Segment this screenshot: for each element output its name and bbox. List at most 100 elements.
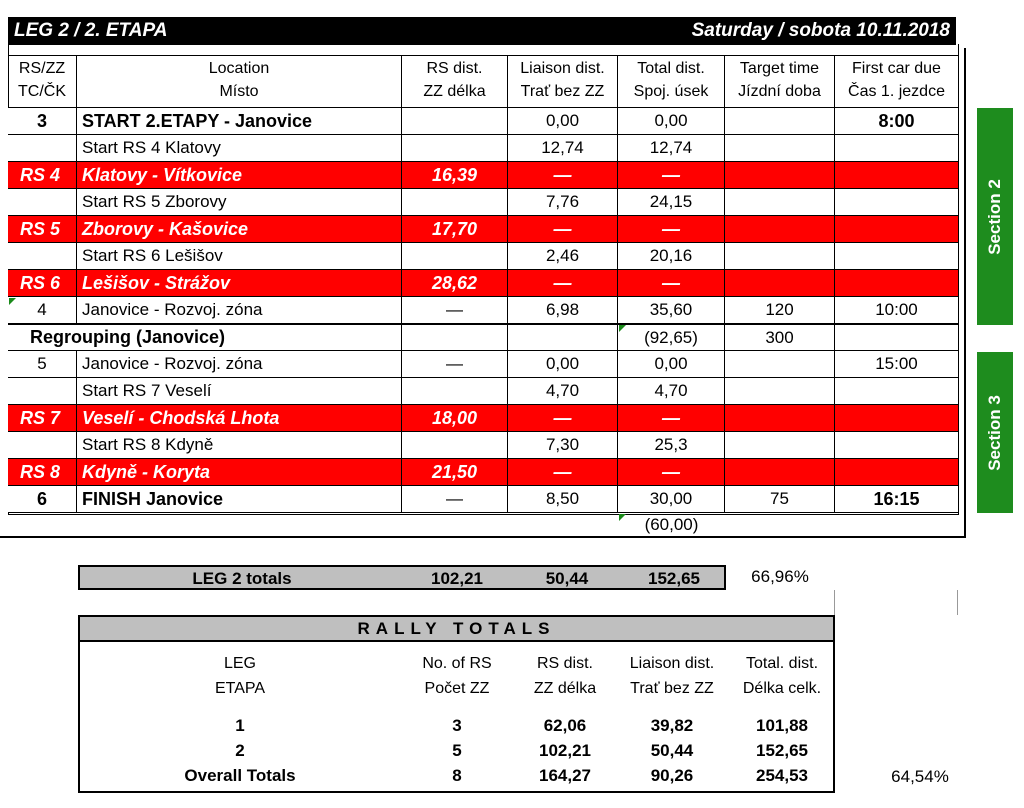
- section-label: Section 2: [985, 178, 1004, 255]
- cell: 16:15: [835, 486, 958, 513]
- cell: 25,3: [618, 432, 725, 459]
- leg-totals-percent: 66,96%: [751, 567, 809, 586]
- cell: 4,70: [508, 378, 618, 405]
- cell: [725, 135, 835, 162]
- header-cell: Location Místo: [77, 55, 402, 108]
- divider: [957, 590, 958, 615]
- header-text: Liaison dist.: [520, 60, 605, 77]
- stage-cell: [725, 459, 835, 486]
- header-text: Target time: [739, 60, 820, 77]
- cell: [725, 432, 835, 459]
- stage-cell: 28,62: [402, 270, 508, 297]
- stage-cell: —: [618, 162, 725, 189]
- rally-column-header: ZZ délka: [533, 680, 597, 697]
- header-cell: RS dist. ZZ délka: [402, 55, 508, 108]
- header-cell: RS/ZZ TC/ČK: [8, 55, 77, 108]
- stage-cell: —: [508, 216, 618, 243]
- cell: 35,60: [618, 297, 725, 324]
- header-text: Total dist.: [637, 60, 705, 77]
- cell: [8, 135, 77, 162]
- cell: 7,30: [508, 432, 618, 459]
- rally-column-header: Total. dist.: [745, 655, 819, 672]
- rally-column-header: No. of RS: [422, 655, 492, 672]
- header-text: Čas 1. jezdce: [848, 83, 945, 100]
- cell: [725, 189, 835, 216]
- cell: 20,16: [618, 243, 725, 270]
- rally-column-header: RS dist.: [536, 655, 593, 672]
- stage-cell: —: [618, 459, 725, 486]
- cell: Regrouping (Janovice): [8, 324, 402, 351]
- cell: 7,76: [508, 189, 618, 216]
- header-text: Spoj. úsek: [633, 83, 709, 100]
- header-text: RS dist.: [426, 60, 483, 77]
- stage-cell: [725, 216, 835, 243]
- cell: 8:00: [835, 108, 958, 135]
- header-cell: Total dist. Spoj. úsek: [618, 55, 725, 108]
- cell: [725, 351, 835, 378]
- cell: [835, 189, 958, 216]
- cell: Start RS 8 Kdyně: [77, 432, 402, 459]
- stage-cell: Lešišov - Strážov: [77, 270, 402, 297]
- header-text: TC/ČK: [18, 83, 66, 100]
- rally-column-header: ETAPA: [214, 680, 266, 697]
- rally-cell: 3: [452, 716, 462, 735]
- cell: Start RS 7 Veselí: [77, 378, 402, 405]
- stage-cell: RS 4: [8, 162, 77, 189]
- rally-cell: 1: [235, 716, 245, 735]
- section-label: Section 3: [985, 394, 1004, 471]
- cell: [8, 432, 77, 459]
- cell: 120: [725, 297, 835, 324]
- stage-cell: 17,70: [402, 216, 508, 243]
- rally-cell: 102,21: [539, 741, 591, 760]
- cell: [835, 135, 958, 162]
- cell: —: [402, 486, 508, 513]
- cell: 30,00: [618, 486, 725, 513]
- leg-totals-value: 102,21: [431, 569, 483, 588]
- cell: 0,00: [618, 351, 725, 378]
- rally-cell: 39,82: [650, 716, 694, 735]
- stage-cell: [835, 270, 958, 297]
- cell: 3: [8, 108, 77, 135]
- cell: 6: [8, 486, 77, 513]
- cell: —: [402, 297, 508, 324]
- rally-cell: 90,26: [650, 766, 694, 785]
- stage-cell: [835, 216, 958, 243]
- rally-cell: 50,44: [650, 741, 694, 760]
- cell: [8, 189, 77, 216]
- cell: [402, 432, 508, 459]
- header-text: ZZ délka: [423, 83, 486, 100]
- date: Saturday / sobota 10.11.2018: [691, 20, 950, 41]
- table-shadow: [0, 48, 966, 538]
- cell: 12,74: [618, 135, 725, 162]
- stage-cell: 18,00: [402, 405, 508, 432]
- stage-cell: —: [508, 162, 618, 189]
- rally-column-header: Trať bez ZZ: [630, 680, 714, 697]
- leg-totals-value: 50,44: [545, 569, 589, 588]
- stage-cell: —: [618, 216, 725, 243]
- cell: 6,98: [508, 297, 618, 324]
- stage-cell: [835, 162, 958, 189]
- cell: 300: [725, 324, 835, 351]
- stage-cell: 16,39: [402, 162, 508, 189]
- rally-cell: 5: [452, 741, 462, 760]
- cell: (92,65): [618, 324, 725, 351]
- cell: [725, 108, 835, 135]
- cell: Start RS 6 Lešišov: [77, 243, 402, 270]
- cell: Janovice - Rozvoj. zóna: [77, 297, 402, 324]
- header-text: First car due: [852, 60, 941, 77]
- cell: —: [402, 351, 508, 378]
- cell: 8,50: [508, 486, 618, 513]
- header-text: Místo: [219, 83, 259, 100]
- leg-totals-bar: LEG 2 totals 102,21 50,44 152,65: [78, 565, 726, 590]
- rally-column-header: Liaison dist.: [629, 655, 715, 672]
- cell: [8, 243, 77, 270]
- rally-totals-title: RALLY TOTALS: [357, 619, 556, 638]
- rally-totals-percent: 64,54%: [891, 767, 949, 786]
- cell: 0,00: [508, 351, 618, 378]
- cell: [8, 378, 77, 405]
- comment-marker: [619, 325, 626, 332]
- cell: 0,00: [508, 108, 618, 135]
- stage-cell: —: [618, 270, 725, 297]
- rally-cell: 254,53: [756, 766, 808, 785]
